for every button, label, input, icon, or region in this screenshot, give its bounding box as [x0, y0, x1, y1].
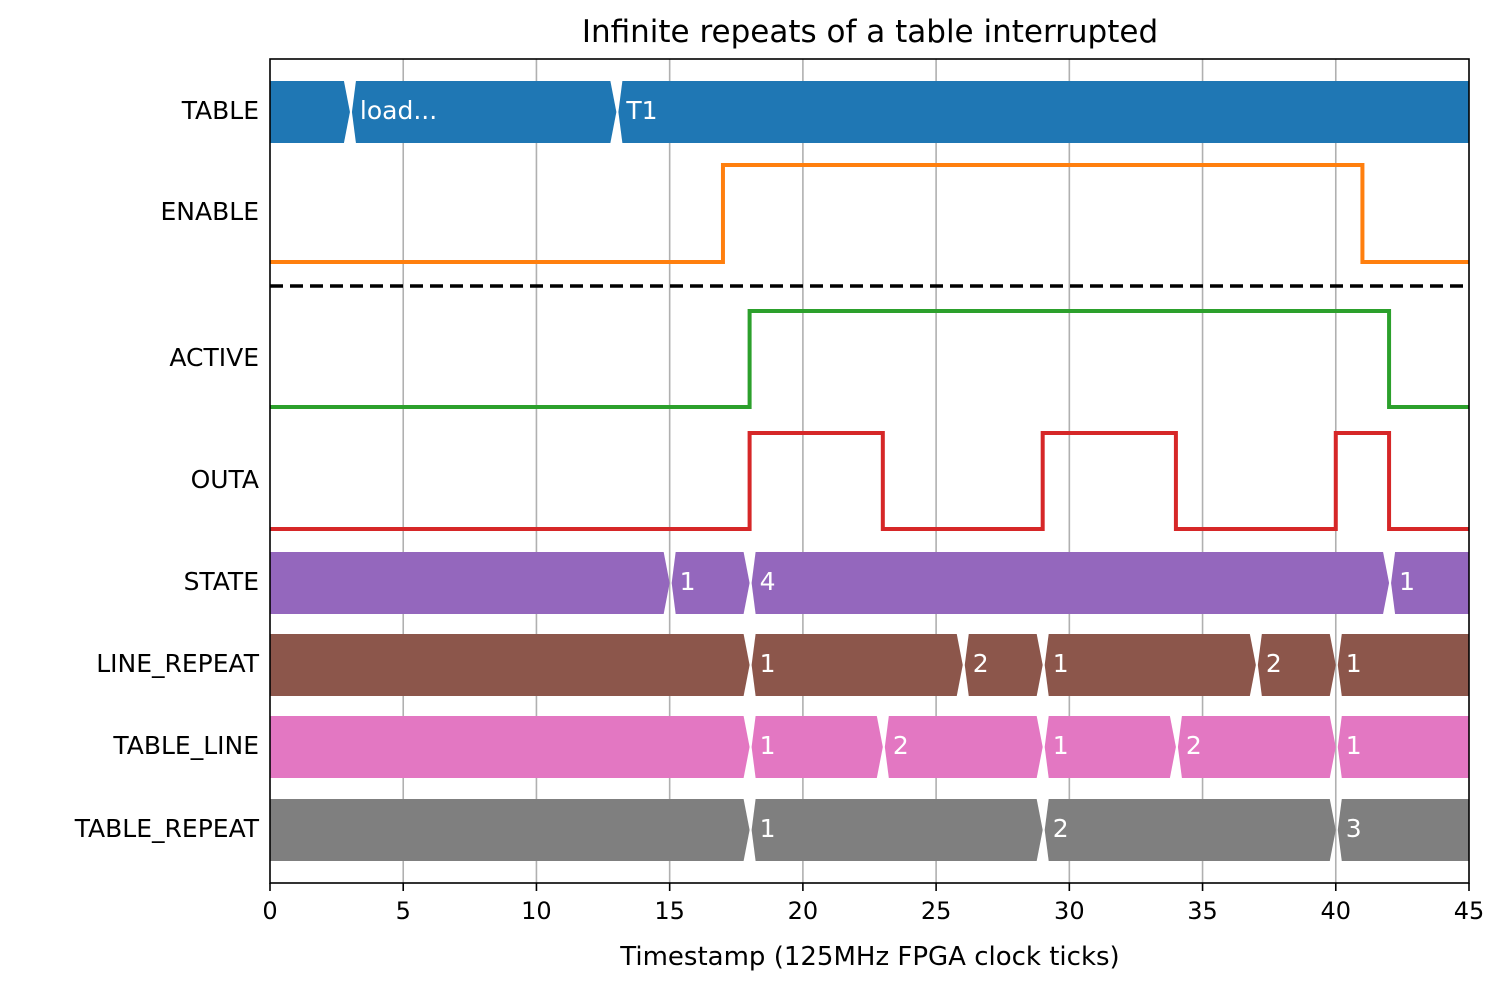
table-repeat-segment-2	[1044, 799, 1336, 861]
signal-active	[270, 309, 1469, 409]
x-tick-label-30: 30	[1054, 897, 1085, 925]
state-segment-label-1: 1	[680, 567, 696, 596]
table-repeat-segment-1	[751, 799, 1043, 861]
table-line-segment-label-2: 2	[893, 731, 909, 760]
x-tick-label-20: 20	[788, 897, 819, 925]
enable-trace	[270, 163, 1469, 264]
signal-table-line: 1 2 1 2 1	[270, 716, 1469, 778]
signal-outa	[270, 431, 1469, 531]
state-segment-0	[270, 552, 670, 614]
state-segment-1	[671, 552, 750, 614]
table-line-segment-label-1: 1	[760, 731, 776, 760]
x-tick-label-25: 25	[921, 897, 952, 925]
table-line-segment-0	[270, 716, 750, 778]
chart-title: Infinite repeats of a table interrupted	[582, 14, 1158, 50]
grid-lines	[402, 59, 1337, 883]
signal-line-repeat: 1 2 1 2 1	[270, 634, 1469, 696]
line-repeat-segment-label-4: 2	[1266, 649, 1282, 678]
line-repeat-segment-label-2: 2	[973, 649, 989, 678]
table-segment-label-1: load...	[360, 96, 437, 125]
signal-label-enable: ENABLE	[161, 197, 259, 226]
table-repeat-segment-label-3: 3	[1346, 814, 1362, 843]
signal-label-outa: OUTA	[191, 465, 259, 494]
line-repeat-segment-0	[270, 634, 750, 696]
active-trace	[270, 309, 1469, 409]
table-repeat-segment-3	[1337, 799, 1469, 861]
line-repeat-segment-1	[751, 634, 963, 696]
state-segment-3	[1391, 552, 1469, 614]
x-axis-ticks: 0 5 10 15 20 25 30 35 40 45	[262, 883, 1484, 925]
line-repeat-segment-label-1: 1	[760, 649, 776, 678]
x-tick-label-10: 10	[521, 897, 552, 925]
table-line-segment-4	[1177, 716, 1336, 778]
x-axis-label: Timestamp (125MHz FPGA clock ticks)	[619, 942, 1119, 972]
x-tick-label-45: 45	[1454, 897, 1485, 925]
table-segment-label-2: T1	[625, 96, 657, 125]
x-tick-label-0: 0	[262, 897, 277, 925]
line-repeat-segment-2	[964, 634, 1043, 696]
line-repeat-segment-5	[1337, 634, 1469, 696]
signal-label-table-repeat: TABLE_REPEAT	[74, 814, 260, 843]
signal-state: 1 4 1	[270, 552, 1469, 614]
table-line-segment-3	[1044, 716, 1176, 778]
line-repeat-segment-3	[1044, 634, 1256, 696]
x-tick-label-40: 40	[1321, 897, 1352, 925]
table-repeat-segment-label-2: 2	[1053, 814, 1069, 843]
outa-trace	[270, 431, 1469, 531]
signal-label-table-line: TABLE_LINE	[112, 731, 259, 760]
state-segment-2	[751, 552, 1390, 614]
signal-table-repeat: 1 2 3	[270, 799, 1469, 861]
table-line-segment-2	[884, 716, 1043, 778]
table-line-segment-5	[1337, 716, 1469, 778]
x-tick-label-15: 15	[654, 897, 685, 925]
signal-table: load... T1	[270, 81, 1469, 143]
signal-traces: load... T1 1 4 1 1 2 1 2 1 1 2 1 2 1 1 2 3	[270, 81, 1469, 861]
signal-label-state: STATE	[184, 567, 259, 596]
table-repeat-segment-0	[270, 799, 750, 861]
state-segment-label-2: 4	[760, 567, 776, 596]
line-repeat-segment-label-3: 1	[1053, 649, 1069, 678]
signal-enable	[270, 163, 1469, 264]
signal-name-labels: TABLE ENABLE ACTIVE OUTA STATE LINE_REPEAT TAB…	[74, 96, 260, 843]
x-tick-label-5: 5	[396, 897, 411, 925]
table-line-segment-label-3: 1	[1053, 731, 1069, 760]
table-repeat-segment-label-1: 1	[760, 814, 776, 843]
table-line-segment-1	[751, 716, 883, 778]
x-tick-label-35: 35	[1187, 897, 1218, 925]
table-line-segment-label-5: 1	[1346, 731, 1362, 760]
signal-label-table: TABLE	[181, 96, 259, 125]
line-repeat-segment-label-5: 1	[1346, 649, 1362, 678]
table-segment-0	[270, 81, 350, 143]
table-segment-2	[618, 81, 1469, 143]
signal-label-line-repeat: LINE_REPEAT	[96, 649, 259, 678]
state-segment-label-3: 1	[1399, 567, 1415, 596]
plot-frame	[269, 58, 1470, 884]
line-repeat-segment-4	[1257, 634, 1336, 696]
table-line-segment-label-4: 2	[1186, 731, 1202, 760]
signal-label-active: ACTIVE	[169, 343, 259, 372]
table-segment-1	[351, 81, 617, 143]
